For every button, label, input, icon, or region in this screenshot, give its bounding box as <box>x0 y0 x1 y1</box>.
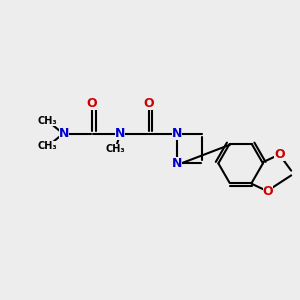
Text: O: O <box>143 98 154 110</box>
Text: O: O <box>87 98 98 110</box>
Text: N: N <box>115 127 125 140</box>
Text: O: O <box>263 185 274 198</box>
Text: N: N <box>172 127 182 140</box>
Text: O: O <box>274 148 285 161</box>
Text: CH₃: CH₃ <box>38 116 57 126</box>
Text: N: N <box>172 157 182 170</box>
Text: N: N <box>58 127 69 140</box>
Text: CH₃: CH₃ <box>38 141 57 151</box>
Text: CH₃: CH₃ <box>105 144 125 154</box>
